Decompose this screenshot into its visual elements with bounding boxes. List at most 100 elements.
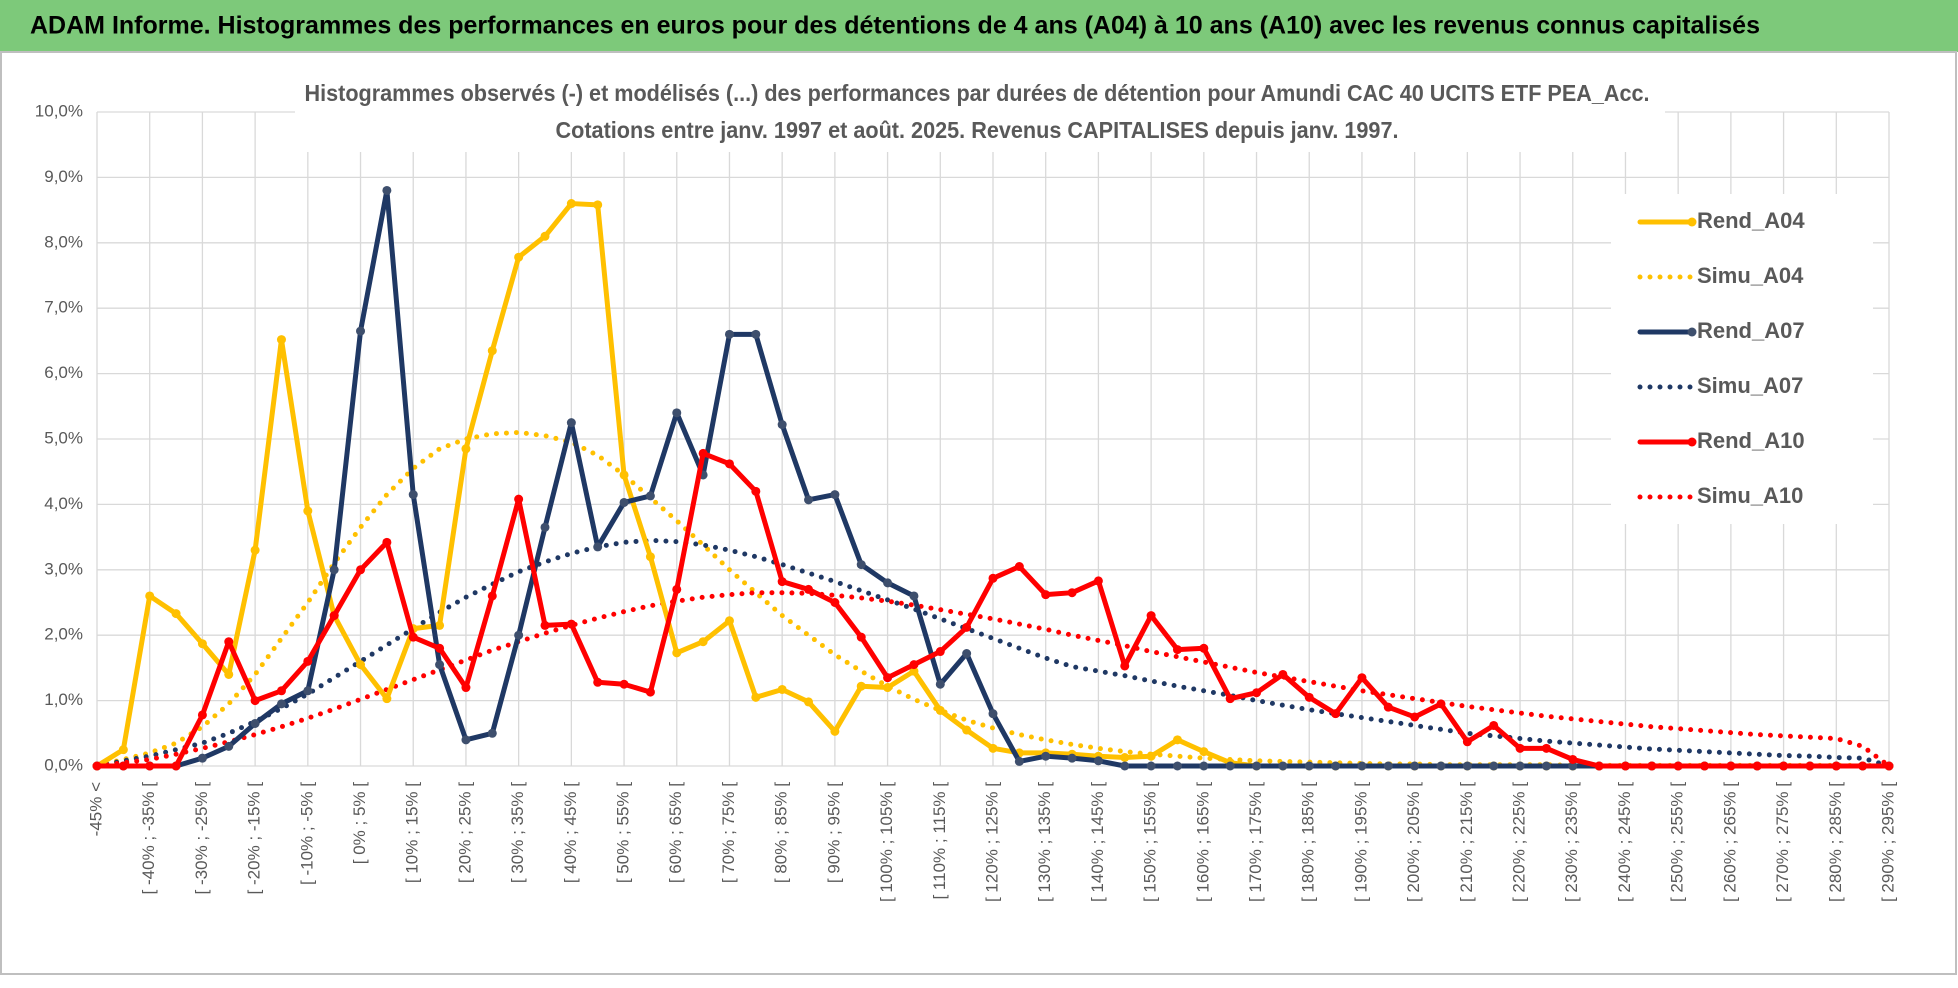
point	[883, 683, 893, 693]
legend-background	[1611, 194, 1873, 524]
point	[1225, 694, 1235, 704]
point	[356, 565, 366, 575]
point	[1489, 761, 1499, 771]
point	[566, 418, 576, 428]
point	[751, 329, 761, 339]
point	[1146, 761, 1156, 771]
point	[145, 761, 155, 771]
point	[1620, 761, 1630, 771]
point	[724, 616, 734, 626]
x-tick-label: [ 30% ; 35% [	[508, 782, 527, 883]
point	[1199, 761, 1209, 771]
x-tick-label: [ 170% ; 175% [	[1246, 782, 1265, 902]
point	[1673, 761, 1683, 771]
legend-label: Rend_A07	[1697, 318, 1805, 343]
x-tick-label: [ 190% ; 195% [	[1351, 782, 1370, 902]
point	[724, 459, 734, 469]
point	[487, 591, 497, 601]
point	[962, 725, 972, 735]
point	[382, 185, 392, 195]
point	[909, 666, 919, 676]
point	[514, 630, 524, 640]
point	[1568, 754, 1578, 764]
point	[329, 565, 339, 575]
point	[92, 761, 102, 771]
point	[435, 660, 445, 670]
x-tick-label: [ 10% ; 15% [	[403, 782, 422, 883]
y-tick-label: 9,0%	[44, 167, 83, 186]
point	[1462, 737, 1472, 747]
point	[1093, 756, 1103, 766]
point	[435, 620, 445, 630]
legend-label: Simu_A04	[1697, 263, 1804, 288]
x-tick-label: [ 100% ; 105% [	[877, 782, 896, 902]
point	[303, 656, 313, 666]
point	[435, 643, 445, 653]
x-tick-label: [ 0% ; 5% [	[350, 782, 369, 864]
header-title: ADAM Informe. Histogrammes des performan…	[30, 12, 1760, 40]
point	[1541, 743, 1551, 753]
x-tick-label: [ 160% ; 165% [	[1193, 782, 1212, 902]
point	[1172, 645, 1182, 655]
point	[250, 545, 260, 555]
point	[1225, 761, 1235, 771]
point	[1146, 751, 1156, 761]
point	[672, 408, 682, 418]
point	[1331, 761, 1341, 771]
x-tick-label: [ -10% ; -5% [	[297, 782, 316, 885]
point	[804, 697, 814, 707]
point	[751, 486, 761, 496]
point	[540, 231, 550, 241]
x-tick-label: [ -30% ; -25% [	[192, 782, 211, 895]
model-line	[94, 537, 1892, 769]
point	[1410, 712, 1420, 722]
point	[171, 761, 181, 771]
point	[593, 677, 603, 687]
point	[408, 632, 418, 642]
x-tick-label: [ 240% ; 245% [	[1615, 782, 1634, 902]
y-tick-label: 5,0%	[44, 428, 83, 447]
point	[856, 632, 866, 642]
point	[645, 552, 655, 562]
point	[935, 679, 945, 689]
point	[1383, 702, 1393, 712]
point	[1304, 692, 1314, 702]
point	[197, 639, 207, 649]
x-tick-label: [ 260% ; 265% [	[1720, 782, 1739, 902]
point	[804, 584, 814, 594]
title-background	[295, 78, 1665, 152]
point	[1067, 753, 1077, 763]
x-tick-label: [ 230% ; 235% [	[1562, 782, 1581, 902]
x-tick-label: [ 270% ; 275% [	[1773, 782, 1792, 902]
point	[250, 696, 260, 706]
point	[856, 681, 866, 691]
point	[356, 660, 366, 670]
point	[1884, 761, 1894, 771]
point	[777, 577, 787, 587]
x-tick-label: [ 90% ; 95% [	[824, 782, 843, 883]
point	[276, 335, 286, 345]
legend-label: Rend_A10	[1697, 428, 1805, 453]
point	[1120, 661, 1130, 671]
point	[514, 252, 524, 262]
point	[1700, 761, 1710, 771]
point	[461, 444, 471, 454]
y-tick-label: 6,0%	[44, 363, 83, 382]
x-tick-label: [ 60% ; 65% [	[666, 782, 685, 883]
point	[566, 199, 576, 209]
point	[777, 684, 787, 694]
legend-label: Simu_A10	[1697, 483, 1803, 508]
point	[1199, 747, 1209, 757]
point	[461, 735, 471, 745]
legend-label: Rend_A04	[1697, 208, 1805, 233]
x-tick-label: -45% <	[86, 782, 105, 836]
point	[118, 761, 128, 771]
point	[1172, 735, 1182, 745]
point	[1462, 761, 1472, 771]
point	[1252, 761, 1262, 771]
point	[382, 537, 392, 547]
y-tick-label: 7,0%	[44, 298, 83, 317]
point	[1331, 709, 1341, 719]
point	[1805, 761, 1815, 771]
